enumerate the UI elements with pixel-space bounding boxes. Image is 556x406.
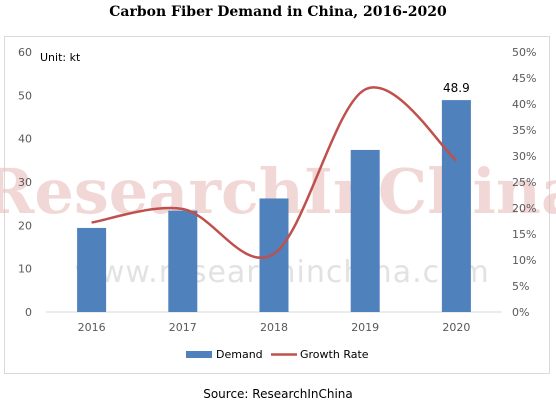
source-note: Source: ResearchInChina bbox=[203, 387, 353, 401]
chart-frame bbox=[4, 36, 550, 374]
y-left-tick-label: 40 bbox=[18, 133, 32, 146]
y-left-tick-label: 50 bbox=[18, 89, 32, 102]
x-tick-label: 2019 bbox=[351, 321, 379, 334]
x-tick-label: 2020 bbox=[442, 321, 470, 334]
x-tick-label: 2018 bbox=[260, 321, 288, 334]
y-right-tick-label: 5% bbox=[512, 280, 529, 293]
data-label-demand-2020: 48.9 bbox=[443, 81, 470, 95]
y-right-tick-label: 45% bbox=[512, 72, 536, 85]
y-left-tick-label: 10 bbox=[18, 263, 32, 276]
x-tick-label: 2016 bbox=[78, 321, 106, 334]
unit-label: Unit: kt bbox=[40, 51, 81, 64]
bar-demand-2016 bbox=[77, 227, 107, 312]
bar-demand-2017 bbox=[168, 210, 198, 312]
y-left-tick-label: 60 bbox=[18, 46, 32, 59]
y-right-tick-label: 50% bbox=[512, 46, 536, 59]
legend-swatch-demand bbox=[186, 351, 212, 358]
x-tick-label: 2017 bbox=[169, 321, 197, 334]
y-left-tick-label: 30 bbox=[18, 176, 32, 189]
bar-demand-2019 bbox=[350, 149, 380, 312]
y-left-tick-label: 0 bbox=[25, 306, 32, 319]
y-right-tick-label: 10% bbox=[512, 254, 536, 267]
line-growth-rate bbox=[91, 86, 458, 259]
y-right-tick-label: 35% bbox=[512, 124, 536, 137]
y-right-tick-label: 25% bbox=[512, 176, 536, 189]
y-right-tick-label: 15% bbox=[512, 228, 536, 241]
y-right-tick-label: 40% bbox=[512, 98, 536, 111]
y-left-tick-label: 20 bbox=[18, 219, 32, 232]
chart-title: Carbon Fiber Demand in China, 2016-2020 bbox=[109, 4, 447, 20]
legend-label-demand: Demand bbox=[216, 348, 263, 361]
legend-label-growth-rate: Growth Rate bbox=[300, 348, 369, 361]
y-right-tick-label: 30% bbox=[512, 150, 536, 163]
y-right-tick-label: 0% bbox=[512, 306, 529, 319]
legend: Demand Growth Rate bbox=[186, 348, 369, 361]
bar-demand-2020 bbox=[441, 100, 471, 312]
y-right-tick-label: 20% bbox=[512, 202, 536, 215]
